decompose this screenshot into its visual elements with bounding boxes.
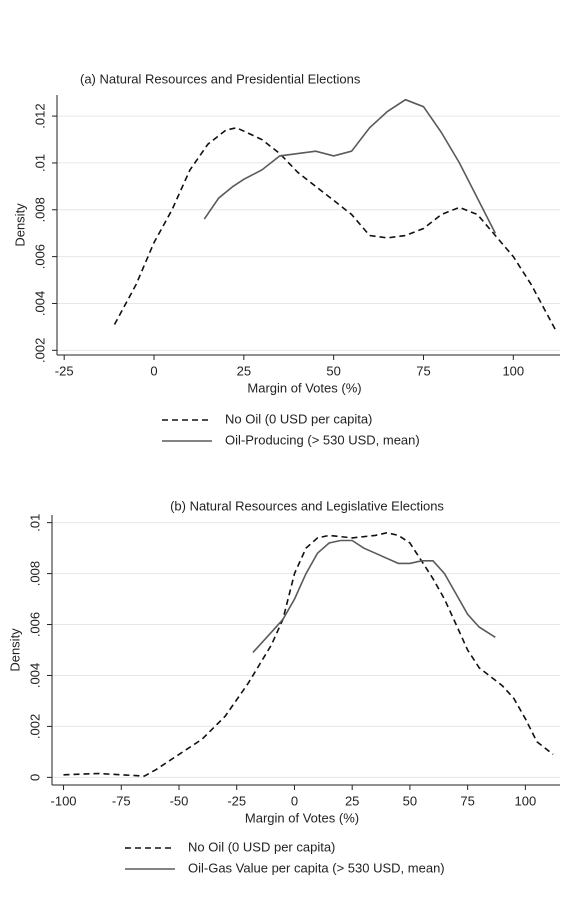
- legend-label: No Oil (0 USD per capita): [225, 411, 372, 426]
- y-tick-label: .01: [32, 154, 47, 172]
- y-tick-label: .01: [27, 514, 42, 532]
- x-tick-label: 25: [345, 793, 359, 808]
- y-tick-label: .004: [27, 663, 42, 688]
- y-tick-label: .002: [32, 338, 47, 363]
- x-tick-label: 50: [403, 793, 417, 808]
- y-tick-label: .004: [32, 291, 47, 316]
- y-tick-label: .006: [27, 612, 42, 637]
- legend-label: No Oil (0 USD per capita): [188, 839, 335, 854]
- y-tick-label: .002: [27, 714, 42, 739]
- x-tick-label: 25: [237, 363, 251, 378]
- y-axis-label: Density: [7, 628, 22, 672]
- y-tick-label: .008: [32, 197, 47, 222]
- y-tick-label: .008: [27, 561, 42, 586]
- density-line: [113, 126, 558, 332]
- y-tick-label: .006: [32, 244, 47, 269]
- x-tick-label: 75: [460, 793, 474, 808]
- x-axis-label: Margin of Votes (%): [247, 380, 361, 395]
- x-tick-label: -50: [170, 793, 189, 808]
- x-tick-label: 50: [326, 363, 340, 378]
- x-tick-label: 100: [502, 363, 524, 378]
- x-tick-label: 0: [291, 793, 298, 808]
- x-tick-label: 75: [416, 363, 430, 378]
- x-tick-label: -25: [227, 793, 246, 808]
- legend-label: Oil-Gas Value per capita (> 530 USD, mea…: [188, 860, 445, 875]
- x-tick-label: -100: [51, 793, 77, 808]
- y-tick-label: 0: [27, 774, 42, 781]
- density-line: [252, 539, 496, 654]
- x-tick-label: -25: [55, 363, 74, 378]
- x-tick-label: 100: [515, 793, 537, 808]
- chart-title: (b) Natural Resources and Legislative El…: [170, 498, 444, 513]
- y-axis-label: Density: [12, 203, 27, 247]
- density-line: [203, 98, 497, 234]
- x-axis-label: Margin of Votes (%): [245, 810, 359, 825]
- x-tick-label: 0: [150, 363, 157, 378]
- chart-title: (a) Natural Resources and Presidential E…: [80, 71, 361, 86]
- legend-label: Oil-Producing (> 530 USD, mean): [225, 432, 420, 447]
- x-tick-label: -75: [112, 793, 131, 808]
- y-tick-label: .012: [32, 103, 47, 128]
- density-line: [63, 531, 554, 777]
